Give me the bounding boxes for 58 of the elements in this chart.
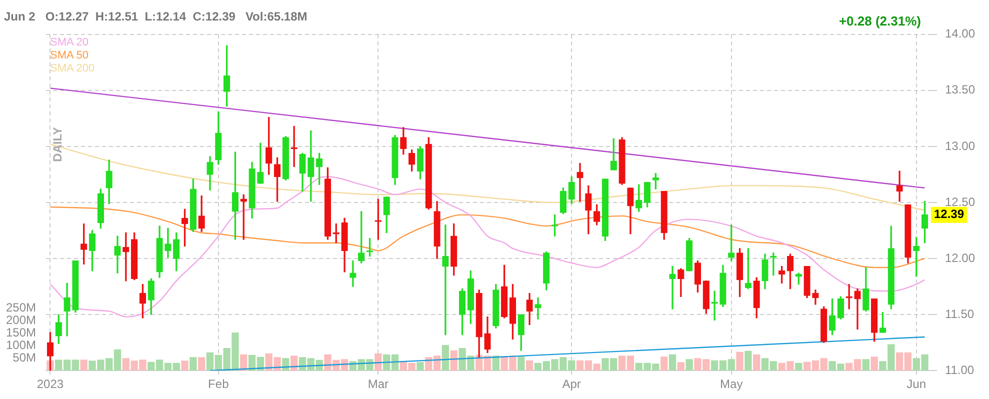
y2-tick-label: 200M [6, 313, 36, 328]
bar [240, 354, 248, 371]
candlestick [350, 260, 356, 287]
text: SMA 50 [50, 49, 89, 62]
bar [181, 360, 188, 371]
x-tick-label: 2023 [36, 377, 64, 392]
bar [526, 360, 534, 371]
text: SMA 200 [50, 62, 95, 74]
y2-tick-label: 100M [6, 338, 36, 352]
x-tick-label: May [720, 377, 743, 392]
bar [753, 354, 760, 371]
x-tick-label: Apr [562, 377, 581, 392]
bar [686, 359, 693, 371]
bar [518, 356, 525, 371]
y-tick-label: 12.50 [944, 194, 976, 209]
bar [668, 354, 676, 371]
y-tick-label: 11.50 [944, 306, 974, 321]
text: SMA 20 [50, 36, 89, 48]
bar [282, 358, 290, 371]
candlestick [442, 224, 449, 336]
bar [795, 362, 802, 371]
bar [660, 356, 668, 371]
bar [190, 357, 197, 371]
bar [862, 359, 870, 371]
bar [416, 362, 424, 371]
bar [442, 344, 450, 371]
bar [290, 356, 298, 371]
y-tick-label: 11.00 [944, 362, 974, 377]
chart-title: Jun 2 O:12.27 H:12.51 L:12.14 C:12.39 Vol:65.18M [4, 10, 308, 24]
candlestick [854, 288, 861, 330]
bar [450, 350, 458, 371]
y2-tick-label: 50M [12, 350, 36, 364]
x-tick-label: Mar [368, 377, 389, 392]
bar [870, 356, 878, 371]
bar [80, 360, 88, 371]
bar [677, 362, 684, 371]
bar [198, 357, 206, 371]
y2-tick-label: 150M [6, 326, 36, 340]
x-tick-label: Feb [208, 377, 230, 392]
candlestick [896, 170, 903, 202]
bar [492, 356, 500, 371]
candlestick [534, 297, 542, 320]
y-tick-label: 14.00 [944, 26, 976, 41]
candlestick [576, 162, 584, 202]
candlestick [114, 236, 121, 274]
annotation: DAILY [50, 126, 64, 162]
annotation: 12.39 [934, 207, 964, 222]
candlestick [669, 266, 676, 310]
bar [736, 352, 744, 371]
y-tick-label: 13.50 [944, 82, 976, 97]
line-series [50, 176, 926, 318]
line-series [50, 206, 926, 268]
bar [744, 350, 752, 371]
y-tick-label: 13.00 [944, 138, 976, 153]
x-tick-label: Jun [906, 377, 926, 392]
y2-tick-label: 250M [6, 300, 36, 315]
y-tick-label: 12.00 [944, 250, 976, 265]
text: +0.28 (2.31%) [838, 14, 921, 29]
